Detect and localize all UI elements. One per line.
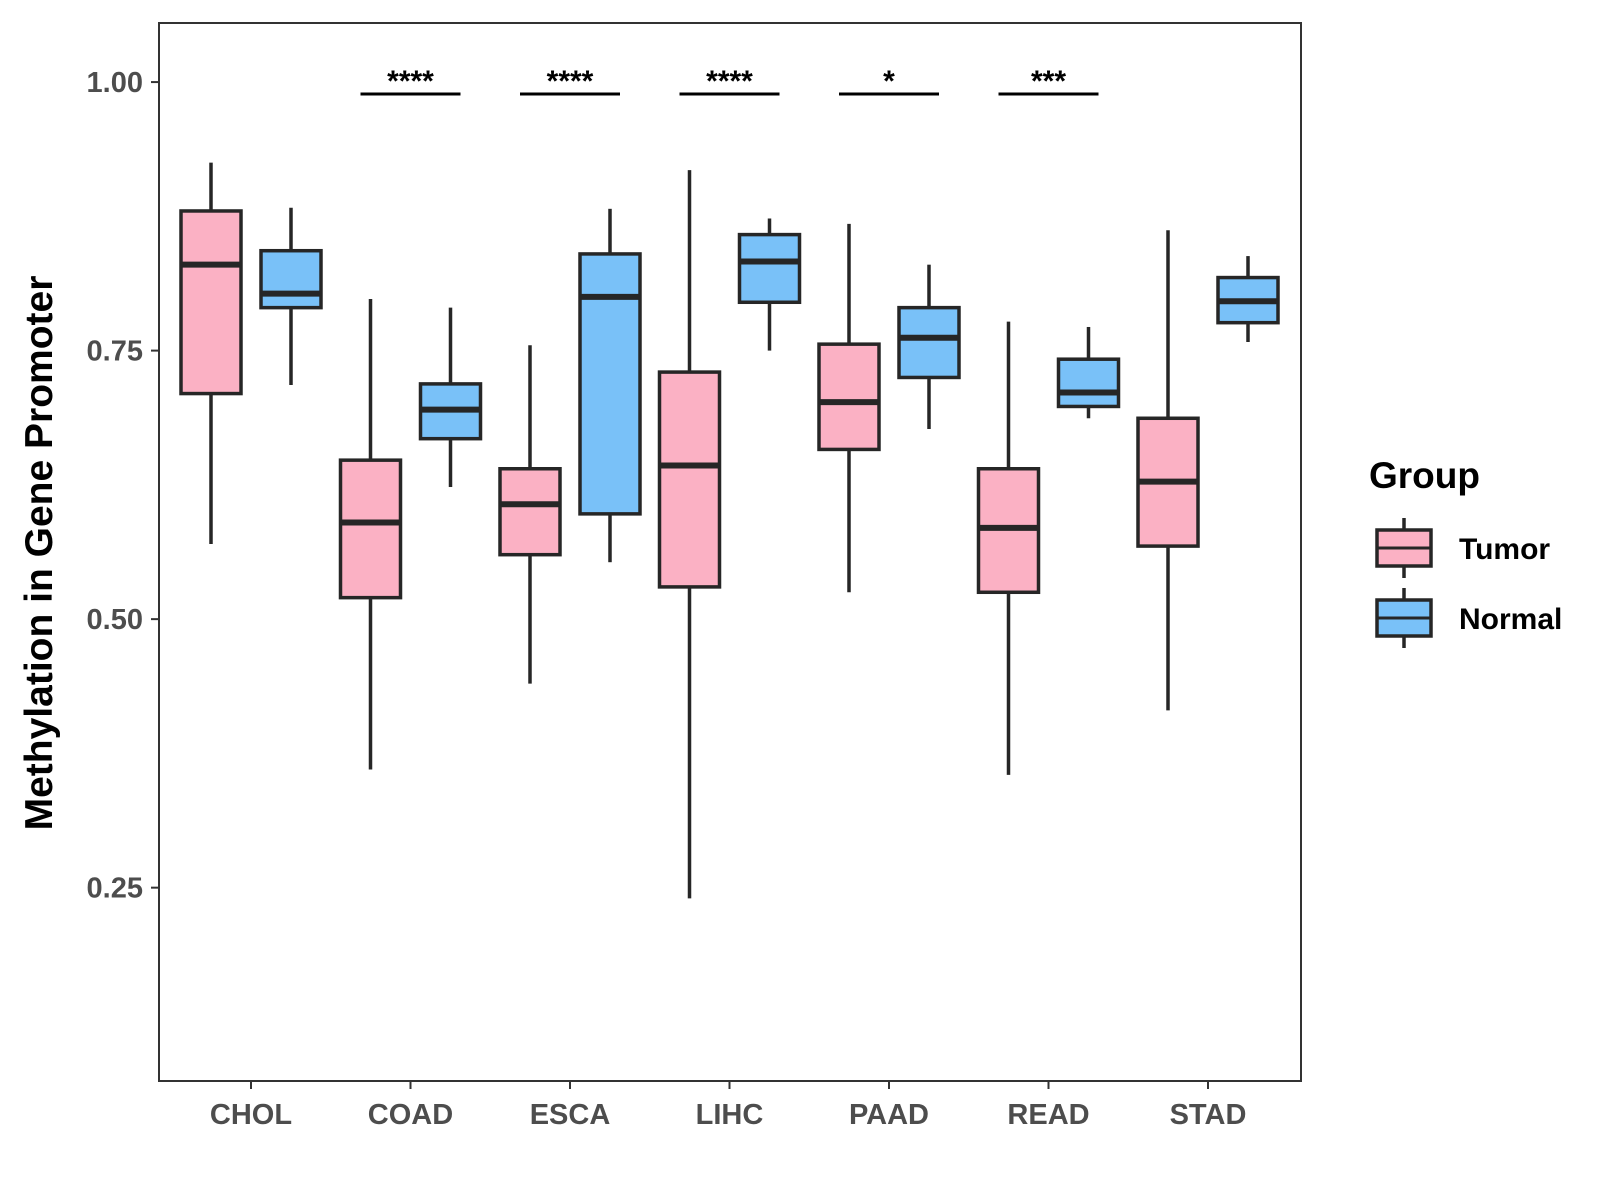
box-iqr (817, 342, 881, 452)
significance-esca: **** (520, 65, 620, 98)
box-chol-tumor (179, 162, 243, 544)
box-iqr (338, 458, 403, 600)
y-axis-title: Methylation in Gene Promoter (18, 276, 61, 831)
box-chol-normal (259, 207, 323, 385)
x-tick-label-lihc: LIHC (696, 1099, 764, 1131)
legend-item-normal: Normal (1375, 588, 1562, 648)
x-tick-label-esca: ESCA (530, 1099, 611, 1131)
box-iqr (897, 305, 961, 380)
box-stad-normal (1216, 256, 1280, 343)
x-tick-label-coad: COAD (368, 1099, 453, 1131)
box-iqr (737, 232, 802, 305)
significance-label: **** (706, 65, 753, 98)
significance-label: *** (1031, 65, 1066, 98)
box-esca-normal (578, 208, 642, 563)
x-tick-label-stad: STAD (1170, 1099, 1247, 1131)
y-tick-label: 0.25 (87, 873, 143, 905)
box-read-tumor (976, 321, 1041, 775)
box-iqr (578, 252, 642, 516)
box-lihc-normal (737, 218, 802, 351)
box-stad-tumor (1136, 230, 1200, 711)
box-coad-tumor (338, 299, 403, 770)
x-tick-label-chol: CHOL (210, 1099, 292, 1131)
significance-annotations: **** **** **** * *** (360, 65, 1099, 98)
y-axis: 0.25 0.50 0.75 1.00 (87, 67, 159, 905)
box-lihc-tumor (657, 170, 722, 899)
significance-coad: **** (360, 65, 461, 98)
significance-read: *** (998, 65, 1099, 98)
box-iqr (179, 209, 243, 396)
y-tick-label: 0.75 (87, 336, 143, 368)
box-iqr (657, 370, 722, 589)
x-axis: CHOL COAD ESCA LIHC PAAD READ STAD (210, 1081, 1246, 1131)
legend-item-tumor: Tumor (1375, 518, 1550, 578)
box-iqr (1056, 357, 1121, 409)
box-paad-normal (897, 264, 961, 430)
legend-label-normal: Normal (1459, 603, 1562, 636)
x-tick-label-read: READ (1007, 1099, 1089, 1131)
box-iqr (498, 467, 562, 557)
significance-label: **** (387, 65, 434, 98)
box-paad-tumor (817, 223, 881, 593)
box-coad-normal (418, 307, 483, 488)
box-series (179, 162, 1280, 899)
legend-title: Group (1369, 455, 1480, 496)
legend: Group Tumor Normal (1369, 455, 1562, 648)
y-tick-label: 1.00 (87, 67, 143, 99)
significance-paad: * (839, 65, 939, 98)
significance-lihc: **** (679, 65, 780, 98)
legend-label-tumor: Tumor (1459, 533, 1550, 566)
box-esca-tumor (498, 345, 562, 684)
box-read-normal (1056, 326, 1121, 419)
box-iqr (259, 248, 323, 310)
significance-label: * (883, 65, 895, 98)
significance-label: **** (547, 65, 594, 98)
x-tick-label-paad: PAAD (849, 1099, 929, 1131)
y-tick-label: 0.50 (87, 604, 143, 636)
